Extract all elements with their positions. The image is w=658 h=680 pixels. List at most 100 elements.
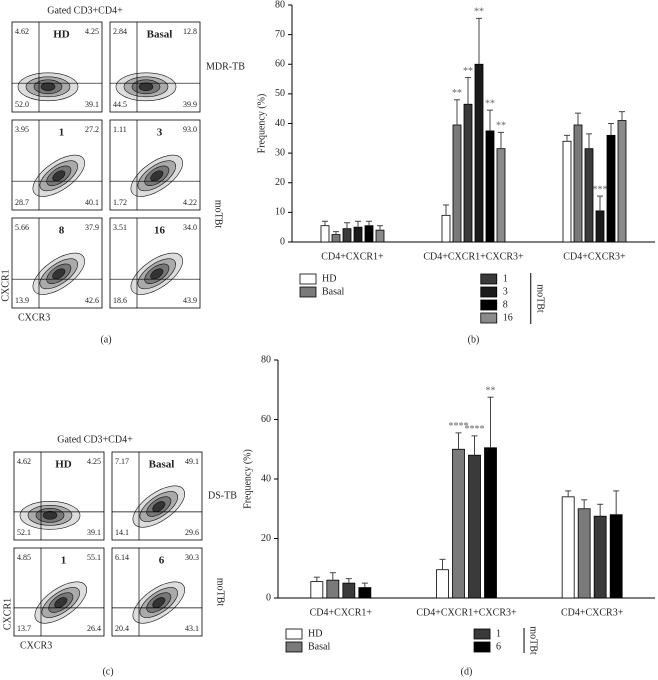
bar (342, 228, 352, 243)
y-tick-label: 40 (275, 118, 285, 129)
quadrant-value: 4.25 (87, 457, 101, 466)
bar (468, 454, 481, 599)
x-tick-label: CD4+CXCR1+CXCR3+ (416, 607, 517, 618)
quadrant-value: 40.1 (85, 198, 99, 207)
y-axis-label: Frequency (%) (242, 449, 253, 509)
quadrant-value: 43.1 (185, 624, 199, 633)
quadrant-value: 26.4 (87, 624, 101, 633)
bar (606, 134, 616, 243)
panel-label: (d) (461, 666, 473, 677)
quadrant-value: 12.8 (183, 27, 197, 36)
y-tick-label: 60 (261, 414, 271, 425)
bar (358, 587, 372, 599)
y-axis-label: Frequency (%) (256, 94, 267, 154)
quadrant-value: 34.0 (183, 223, 197, 232)
plot-label: Basal (147, 29, 173, 41)
plot-label: 16 (154, 225, 166, 237)
quadrant-value: 4.25 (85, 27, 99, 36)
y-tick-label: 80 (261, 354, 271, 365)
flow-title: Gated CD3+CD4+ (57, 434, 133, 445)
x-tick-label: CD4+CXCR3+ (563, 251, 626, 262)
quadrant-value: 4.62 (15, 27, 29, 36)
legend-label: Basal (308, 641, 330, 652)
bar (452, 448, 465, 599)
bar (436, 569, 449, 599)
legend-label: HD (322, 273, 336, 284)
group-label: DS-TB (208, 490, 237, 501)
legend-swatch (473, 628, 491, 640)
plot-label: 3 (157, 127, 163, 139)
quadrant-value: 13.9 (15, 296, 29, 305)
quadrant-value: 4.22 (183, 198, 197, 207)
plot-label: 1 (61, 555, 67, 567)
quadrant-value: 27.2 (85, 125, 99, 134)
quadrant-value: 3.95 (15, 125, 29, 134)
legend-swatch (299, 273, 317, 285)
x-tick-label: CD4+CXCR3+ (561, 607, 624, 618)
quadrant-value: 5.66 (15, 223, 29, 232)
quadrant-value: 29.6 (185, 528, 199, 537)
bar (441, 214, 451, 243)
x-tick-label: CD4+CXCR1+ (310, 607, 373, 618)
significance: ** (496, 121, 506, 132)
bar (342, 582, 356, 599)
plot-label: 1 (59, 127, 65, 139)
quadrant-value: 7.17 (115, 457, 129, 466)
significance: **** (449, 421, 469, 432)
panel-label: (b) (468, 334, 480, 345)
quadrant-value: 1.72 (113, 198, 127, 207)
bar (310, 581, 324, 599)
quadrant-value: 39.9 (183, 100, 197, 109)
quadrant-value: 18.6 (113, 296, 127, 305)
bar (609, 514, 623, 599)
legend-label: 6 (496, 641, 501, 652)
significance: ** (486, 385, 496, 396)
flow-y-label: CXCR1 (0, 269, 11, 301)
bar (617, 120, 627, 243)
bar (496, 148, 506, 243)
bar (484, 447, 497, 599)
treatment-label: moTBt (215, 578, 226, 607)
y-tick-label: 80 (275, 0, 285, 10)
plot-label: Basal (149, 459, 175, 471)
quadrant-value: 28.7 (15, 198, 29, 207)
bar (573, 124, 583, 243)
legend-label: 16 (503, 312, 513, 323)
quadrant-value: 42.6 (85, 296, 99, 305)
flow-contour (150, 268, 164, 280)
y-tick-label: 0 (280, 236, 285, 247)
y-tick-label: 70 (275, 29, 285, 40)
legend-swatch (285, 641, 303, 653)
quadrant-value: 3.51 (113, 223, 127, 232)
bar (595, 210, 605, 243)
bar (561, 496, 575, 599)
quadrant-value: 49.1 (185, 457, 199, 466)
plot-label: HD (55, 459, 72, 471)
y-tick-label: 20 (261, 533, 271, 544)
flow-contour (152, 597, 166, 609)
panel-label: (a) (100, 334, 111, 345)
plot-label: 8 (59, 225, 65, 237)
legend-swatch (480, 286, 498, 298)
legend-swatch (480, 299, 498, 311)
quadrant-value: 39.1 (87, 528, 101, 537)
quadrant-value: 1.11 (113, 125, 127, 134)
flow-contour (52, 170, 66, 182)
significance: ** (485, 98, 495, 109)
bar (485, 130, 495, 243)
y-tick-label: 0 (266, 592, 271, 603)
flow-x-label: CXCR3 (20, 640, 52, 651)
quadrant-value: 55.1 (87, 553, 101, 562)
legend-label: 3 (503, 286, 508, 297)
legend-swatch (299, 286, 317, 298)
flow-plot-frame (111, 547, 203, 637)
bar (326, 579, 340, 599)
bar (364, 225, 374, 243)
quadrant-value: 37.9 (85, 223, 99, 232)
quadrant-value: 43.9 (183, 296, 197, 305)
legend-group-title: moTBt (528, 626, 539, 655)
bar (331, 234, 341, 243)
bar (320, 225, 330, 243)
